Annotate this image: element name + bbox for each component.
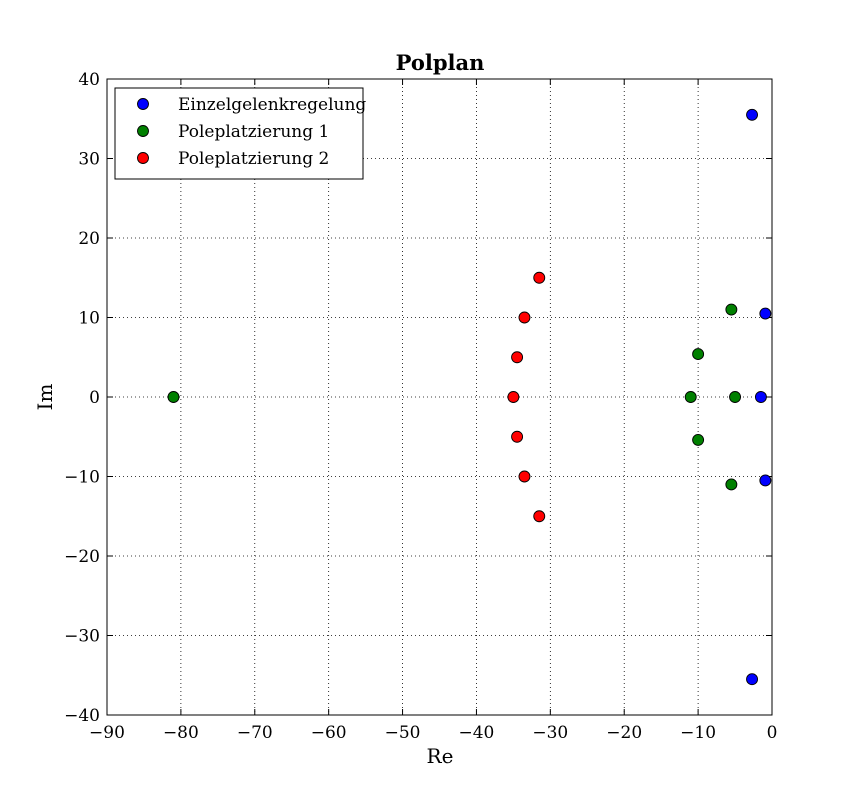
plot-frame <box>106 78 773 716</box>
y-tick-label: −10 <box>64 468 100 488</box>
legend-label: Einzelgelenkregelung <box>178 95 366 115</box>
y-tick-label: 40 <box>78 70 100 90</box>
axis-ticks: −90 −80 −70 −60 −50 −40 −30 −20 −10 0 −40 −30 −20 −10… <box>64 70 777 743</box>
x-tick-label: −10 <box>680 723 716 743</box>
x-tick-label: −80 <box>163 723 199 743</box>
data-point-series-2 <box>692 348 705 361</box>
x-tick-label: −40 <box>458 723 494 743</box>
data-point-series-3 <box>533 510 546 523</box>
x-tick-label: 0 <box>767 723 778 743</box>
legend-marker <box>137 152 149 164</box>
y-tick-label: −40 <box>64 706 100 726</box>
data-point-series-3 <box>511 430 524 443</box>
legend-marker <box>137 98 149 110</box>
legend-label: Poleplatzierung 1 <box>178 122 329 142</box>
data-point-series-2 <box>684 391 697 403</box>
data-point-series-2 <box>729 391 742 403</box>
x-tick-label: −50 <box>385 723 421 743</box>
data-point-series-3 <box>511 351 524 364</box>
data-points <box>167 108 772 686</box>
data-point-series-2 <box>167 391 180 403</box>
data-point-series-1 <box>759 307 772 320</box>
x-tick-label: −30 <box>532 723 568 743</box>
data-point-series-1 <box>759 474 772 487</box>
x-axis-label: Re <box>427 744 454 768</box>
data-point-series-3 <box>507 391 520 403</box>
data-point-series-3 <box>518 470 531 483</box>
y-tick-label: 10 <box>78 309 100 329</box>
y-tick-label: −30 <box>64 627 100 647</box>
data-point-series-2 <box>725 303 738 316</box>
y-tick-label: 0 <box>89 388 100 408</box>
x-tick-label: −70 <box>237 723 273 743</box>
y-tick-label: 30 <box>78 150 100 170</box>
data-point-series-3 <box>518 311 531 324</box>
grid <box>107 79 772 715</box>
y-tick-label: −20 <box>64 547 100 567</box>
data-point-series-1 <box>746 673 758 686</box>
data-point-series-1 <box>746 108 758 121</box>
legend-label: Poleplatzierung 2 <box>178 149 329 169</box>
legend-marker <box>137 125 149 137</box>
legend: Einzelgelenkregelung Poleplatzierung 1 Pol… <box>114 87 366 180</box>
legend-box <box>114 87 364 180</box>
y-axis-label: Im <box>33 384 57 411</box>
x-tick-label: −20 <box>606 723 642 743</box>
data-point-series-2 <box>692 433 705 446</box>
x-tick-label: −90 <box>89 723 125 743</box>
x-tick-label: −60 <box>311 723 347 743</box>
data-point-series-3 <box>533 271 546 284</box>
chart-title: Polplan <box>396 50 485 75</box>
data-point-series-1 <box>754 391 767 403</box>
y-tick-label: 20 <box>78 229 100 249</box>
data-point-series-2 <box>725 478 738 491</box>
